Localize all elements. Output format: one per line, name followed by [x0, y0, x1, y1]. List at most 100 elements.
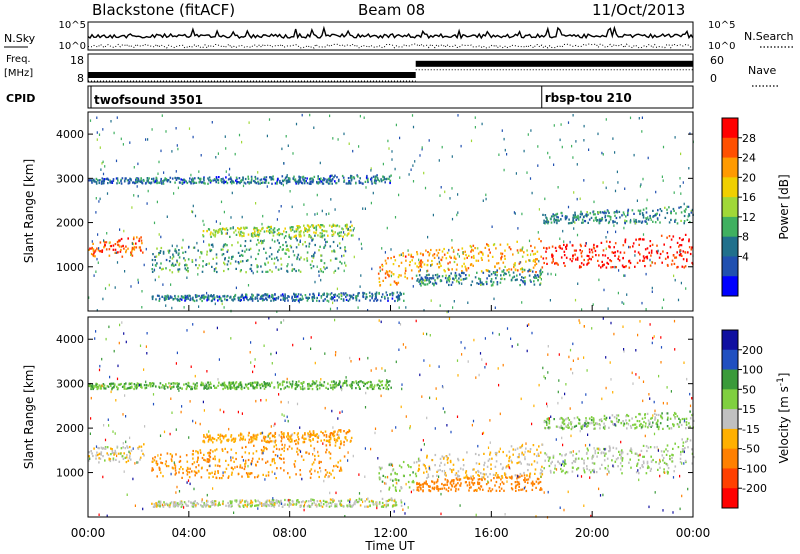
echo-cell [90, 450, 92, 453]
echo-cell [309, 470, 311, 473]
echo-cell [428, 465, 431, 468]
echo-cell [207, 460, 210, 463]
echo-cell [660, 234, 663, 237]
echo-cell [481, 476, 483, 479]
echo-cell [444, 483, 446, 486]
echo-cell [88, 248, 90, 251]
echo-cell [194, 474, 196, 477]
echo-cell [687, 251, 689, 254]
echo-cell [103, 384, 106, 387]
echo-cell [571, 466, 574, 469]
echo-cell [585, 452, 588, 455]
echo-cell [559, 244, 561, 248]
echo-cell [304, 229, 307, 232]
echo-cell [331, 177, 334, 180]
echo-cell [604, 216, 606, 219]
echo-cell [129, 177, 131, 180]
echo-cell [297, 384, 300, 387]
echo-cell [226, 229, 229, 232]
echo-cell [444, 277, 447, 280]
colorbar-block [722, 276, 738, 297]
echo-cell [104, 447, 107, 450]
echo-cell [495, 460, 498, 463]
echo-cell [281, 175, 284, 178]
echo-cell [154, 180, 157, 183]
echo-cell [93, 252, 95, 255]
echo-cell [638, 220, 640, 223]
echo-cell [188, 127, 191, 130]
echo-cell [240, 253, 243, 257]
echo-cell [126, 387, 129, 390]
echo-cell [264, 435, 267, 439]
echo-cell [389, 283, 392, 286]
echo-cell [676, 415, 679, 418]
echo-cell [580, 426, 582, 429]
echo-cell [223, 269, 225, 273]
echo-cell [257, 180, 259, 183]
echo-cell [320, 383, 323, 386]
echo-cell [439, 304, 441, 307]
echo-cell [542, 213, 544, 216]
echo-cell [295, 473, 297, 476]
echo-cell [642, 255, 645, 258]
echo-cell [289, 440, 292, 443]
echo-cell [648, 251, 650, 254]
echo-cell [317, 471, 319, 474]
echo-cell [439, 468, 441, 472]
echo-cell [160, 235, 162, 239]
echo-cell [222, 387, 224, 391]
echo-cell [544, 220, 547, 223]
echo-cell [283, 433, 285, 436]
echo-cell [604, 219, 607, 222]
echo-cell [304, 241, 306, 244]
echo-cell [152, 177, 155, 180]
echo-cell [553, 471, 555, 474]
echo-cell [230, 473, 233, 476]
echo-cell [462, 464, 465, 467]
echo-cell [283, 432, 285, 435]
echo-cell [535, 276, 538, 279]
echo-cell [182, 238, 184, 242]
echo-cell [291, 228, 294, 231]
echo-cell [602, 181, 604, 184]
echo-cell [303, 224, 305, 227]
echo-cell [419, 264, 421, 268]
echo-cell [515, 172, 517, 175]
echo-cell [493, 297, 495, 301]
echo-cell [480, 472, 482, 475]
echo-cell [231, 471, 233, 474]
echo-cell [642, 216, 645, 219]
echo-cell [270, 176, 273, 179]
echo-cell [197, 464, 200, 467]
echo-cell [665, 462, 667, 465]
echo-cell [618, 259, 621, 262]
echo-cell [114, 451, 117, 454]
echo-cell [362, 207, 364, 210]
echo-cell [666, 208, 668, 211]
echo-cell [273, 440, 275, 443]
echo-cell [110, 244, 112, 248]
echo-cell [629, 449, 632, 452]
echo-cell [562, 229, 564, 233]
echo-cell [418, 468, 421, 471]
echo-cell [494, 273, 497, 276]
echo-cell [455, 477, 458, 480]
echo-cell [306, 251, 309, 254]
echo-cell [649, 446, 652, 449]
echo-cell [451, 470, 453, 474]
echo-cell [347, 232, 349, 235]
echo-cell [547, 222, 549, 225]
echo-cell [503, 472, 506, 475]
echo-cell [296, 385, 298, 388]
echo-cell [120, 447, 123, 450]
echo-cell [326, 295, 328, 298]
echo-cell [435, 481, 438, 484]
echo-cell [572, 220, 575, 223]
echo-cell [580, 252, 583, 255]
echo-cell [563, 464, 565, 467]
echo-cell [137, 383, 139, 386]
echo-cell [180, 465, 182, 469]
echo-cell [595, 471, 598, 474]
echo-cell [238, 228, 240, 231]
echo-cell [399, 489, 401, 492]
